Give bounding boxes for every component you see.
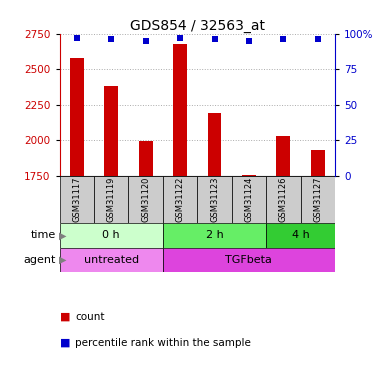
Bar [266, 223, 335, 248]
Bar [163, 176, 197, 223]
Text: GSM31119: GSM31119 [107, 177, 116, 222]
Text: GSM31122: GSM31122 [176, 177, 185, 222]
Bar [60, 176, 94, 223]
Text: TGFbeta: TGFbeta [226, 255, 272, 265]
Bar [242, 175, 256, 176]
Bar [60, 223, 163, 248]
Text: percentile rank within the sample: percentile rank within the sample [75, 338, 251, 348]
Text: GSM31126: GSM31126 [279, 177, 288, 222]
Text: GSM31120: GSM31120 [141, 177, 150, 222]
Text: ▶: ▶ [59, 230, 66, 240]
Bar [94, 176, 129, 223]
Text: ■: ■ [60, 312, 70, 322]
Text: untreated: untreated [84, 255, 139, 265]
Bar [70, 58, 84, 176]
Bar [60, 248, 163, 272]
Text: GSM31127: GSM31127 [313, 177, 322, 222]
Bar [163, 248, 335, 272]
Bar [163, 223, 266, 248]
Text: ▶: ▶ [59, 255, 66, 265]
Text: GSM31123: GSM31123 [210, 177, 219, 222]
Bar [208, 112, 221, 176]
Text: count: count [75, 312, 105, 322]
Bar [276, 136, 290, 176]
Text: GSM31124: GSM31124 [244, 177, 253, 222]
Bar [139, 141, 152, 176]
Bar [129, 176, 163, 223]
Text: 0 h: 0 h [102, 230, 120, 240]
Bar [266, 176, 301, 223]
Bar [104, 86, 118, 176]
Text: 2 h: 2 h [206, 230, 223, 240]
Bar [301, 176, 335, 223]
Text: 4 h: 4 h [292, 230, 310, 240]
Title: GDS854 / 32563_at: GDS854 / 32563_at [130, 19, 265, 33]
Text: ■: ■ [60, 338, 70, 348]
Text: time: time [30, 230, 56, 240]
Text: agent: agent [23, 255, 56, 265]
Bar [311, 150, 325, 176]
Bar [173, 44, 187, 176]
Bar [232, 176, 266, 223]
Text: GSM31117: GSM31117 [72, 177, 81, 222]
Bar [197, 176, 232, 223]
